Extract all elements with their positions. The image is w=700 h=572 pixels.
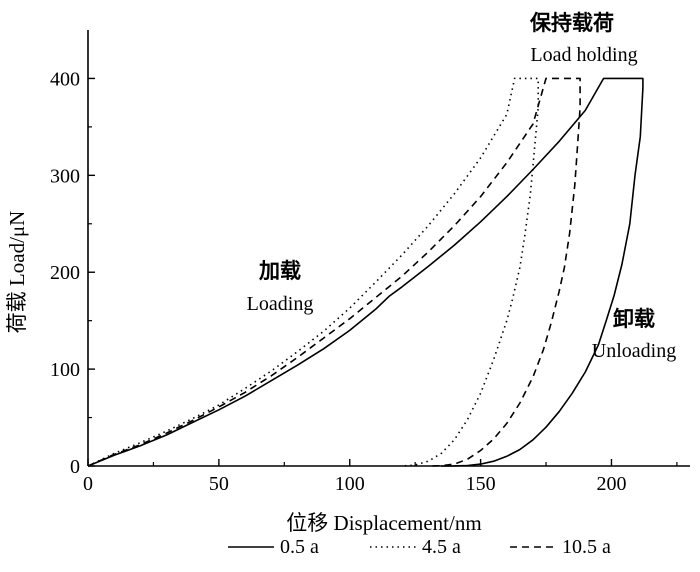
y-tick-label: 400 bbox=[50, 68, 80, 90]
legend: 0.5 a 4.5 a 10.5 a bbox=[228, 536, 611, 558]
y-axis-title: 荷载 Load/μN bbox=[5, 211, 29, 334]
loading-annotation-en: Loading bbox=[247, 293, 314, 315]
y-tick-label: 200 bbox=[50, 262, 80, 284]
x-axis-title: 位移 Displacement/nm bbox=[286, 511, 481, 535]
holding-annotation-en: Load holding bbox=[530, 44, 637, 66]
x-tick-label: 50 bbox=[209, 473, 229, 495]
x-tick-label: 200 bbox=[596, 473, 626, 495]
series-layer bbox=[87, 77, 644, 467]
series-line-4-5-a bbox=[87, 77, 540, 467]
y-tick-label: 0 bbox=[70, 456, 80, 478]
series-line-0-5-a bbox=[87, 77, 644, 467]
x-tick-label: 100 bbox=[335, 473, 365, 495]
y-tick-label: 300 bbox=[50, 165, 80, 187]
legend-label: 10.5 a bbox=[562, 536, 611, 558]
unloading-annotation-en: Unloading bbox=[592, 340, 676, 362]
series-line-10-5-a bbox=[87, 77, 581, 467]
y-tick-label: 100 bbox=[50, 359, 80, 381]
x-tick-label: 0 bbox=[83, 473, 93, 495]
x-ticks: 0 50 100 150 200 bbox=[83, 459, 678, 495]
legend-label: 4.5 a bbox=[422, 536, 461, 558]
unloading-annotation-cn: 卸载 bbox=[613, 307, 655, 331]
legend-label: 0.5 a bbox=[280, 536, 319, 558]
loading-annotation-cn: 加载 bbox=[258, 259, 301, 283]
x-tick-label: 150 bbox=[466, 473, 496, 495]
y-ticks: 0 100 200 300 400 bbox=[50, 68, 95, 478]
plot-area: 0 50 100 150 200 0 100 200 300 400 bbox=[50, 30, 690, 495]
holding-annotation-cn: 保持载荷 bbox=[529, 11, 614, 35]
